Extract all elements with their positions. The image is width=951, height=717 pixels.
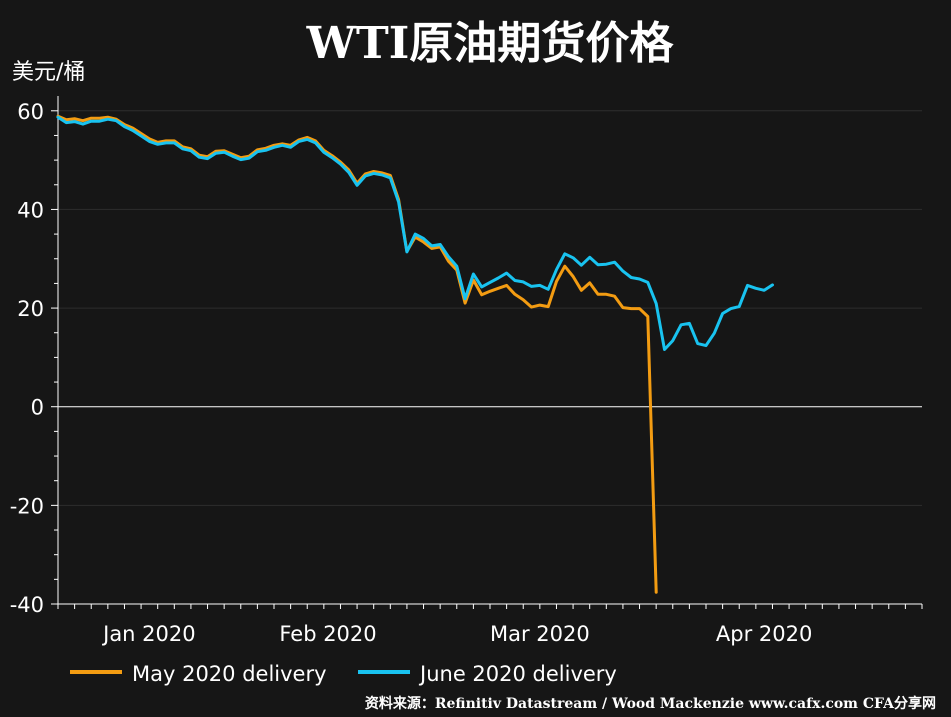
source-note: 资料来源：Refinitiv Datastream / Wood Mackenz… — [365, 695, 936, 712]
axes — [51, 96, 923, 609]
y-tick-label-0: 60 — [17, 100, 44, 124]
x-tick-label-3: Apr 2020 — [716, 622, 812, 646]
chart-title: WTI原油期货价格 — [306, 18, 675, 69]
y-tick-label-3: 0 — [31, 396, 44, 420]
series-lines — [56, 114, 774, 594]
y-tick-label-4: -20 — [10, 494, 44, 518]
legend-label-1: June 2020 delivery — [418, 662, 617, 686]
series-line-1 — [56, 115, 774, 351]
legend-label-0: May 2020 delivery — [132, 662, 327, 686]
y-axis-unit-label: 美元/桶 — [12, 60, 85, 85]
x-tick-labels: Jan 2020 Feb 2020 Mar 2020 Apr 2020 — [101, 622, 812, 646]
y-tick-labels: 60 40 20 0 -20 -40 — [10, 100, 44, 617]
y-tick-label-2: 20 — [17, 297, 44, 321]
x-tick-label-2: Mar 2020 — [490, 622, 590, 646]
x-tick-label-1: Feb 2020 — [279, 622, 376, 646]
x-tick-label-0: Jan 2020 — [101, 622, 196, 646]
grid-lines — [58, 110, 922, 605]
y-tick-label-5: -40 — [10, 593, 44, 617]
y-tick-label-1: 40 — [17, 198, 44, 222]
legend: May 2020 delivery June 2020 delivery — [70, 662, 617, 686]
series-line-0 — [56, 114, 658, 594]
